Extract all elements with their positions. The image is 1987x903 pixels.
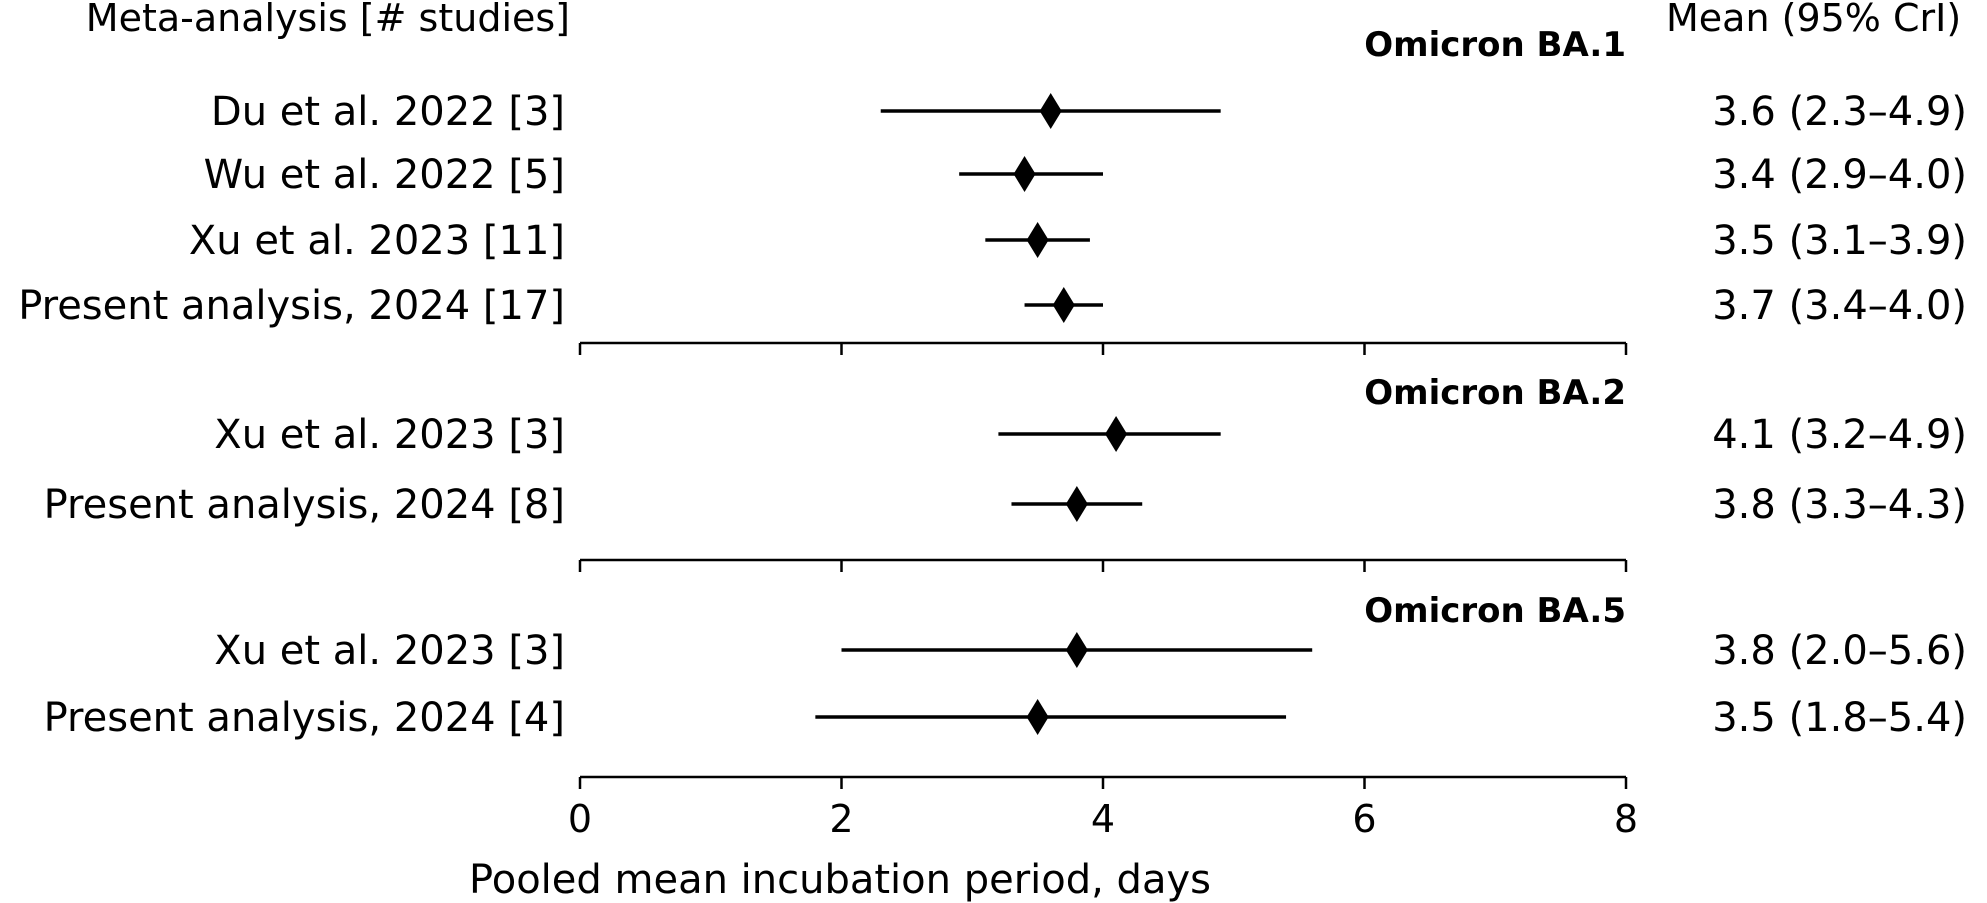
right-column-header: Mean (95% CrI)	[1666, 0, 1961, 40]
study-label: Present analysis, 2024 [17]	[18, 283, 565, 329]
x-tick-label: 0	[568, 797, 592, 841]
estimate-text: 3.4 (2.9–4.0)	[1712, 152, 1967, 198]
left-column-header: Meta-analysis [# studies]	[86, 0, 570, 40]
study-label: Du et al. 2022 [3]	[211, 89, 565, 135]
group-header: Omicron BA.5	[1364, 591, 1626, 631]
x-tick-label: 2	[829, 797, 853, 841]
estimate-text: 3.6 (2.3–4.9)	[1712, 89, 1967, 135]
plot-area: Omicron BA.1 Du et al. 2022 [3] 3.6 (2.3–4…	[18, 25, 1967, 841]
x-tick-label: 8	[1614, 797, 1638, 841]
mean-marker	[1026, 222, 1049, 258]
mean-marker	[1065, 486, 1088, 522]
mean-marker	[1105, 416, 1128, 452]
mean-marker	[1039, 93, 1062, 129]
mean-marker	[1065, 632, 1088, 668]
x-tick-label: 6	[1352, 797, 1376, 841]
estimate-text: 4.1 (3.2–4.9)	[1712, 412, 1967, 458]
study-label: Present analysis, 2024 [4]	[44, 695, 565, 741]
group-header: Omicron BA.1	[1364, 25, 1626, 65]
study-label: Xu et al. 2023 [11]	[189, 218, 565, 264]
mean-marker	[1013, 156, 1036, 192]
x-tick-label: 4	[1091, 797, 1115, 841]
mean-marker	[1052, 287, 1075, 323]
study-label: Present analysis, 2024 [8]	[44, 482, 565, 528]
study-label: Xu et al. 2023 [3]	[214, 412, 565, 458]
estimate-text: 3.5 (1.8–5.4)	[1712, 695, 1967, 741]
estimate-text: 3.8 (3.3–4.3)	[1712, 482, 1967, 528]
estimate-text: 3.7 (3.4–4.0)	[1712, 283, 1967, 329]
estimate-text: 3.5 (3.1–3.9)	[1712, 218, 1967, 264]
study-label: Xu et al. 2023 [3]	[214, 628, 565, 674]
x-axis-label: Pooled mean incubation period, days	[469, 857, 1211, 903]
estimate-text: 3.8 (2.0–5.6)	[1712, 628, 1967, 674]
mean-marker	[1026, 699, 1049, 735]
study-label: Wu et al. 2022 [5]	[204, 152, 565, 198]
group-header: Omicron BA.2	[1364, 373, 1626, 413]
